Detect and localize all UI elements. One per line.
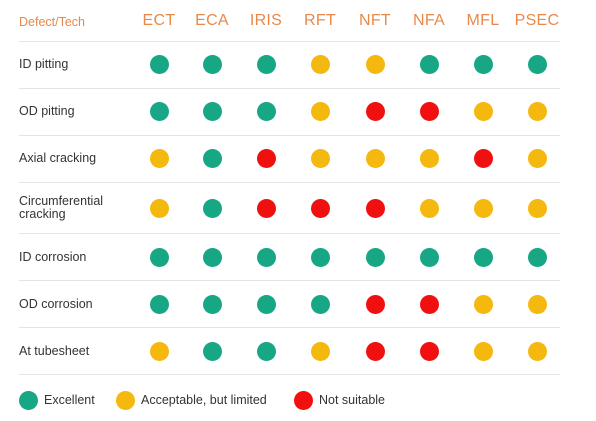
row-label: OD pitting <box>19 103 75 118</box>
rating-dot-acceptable <box>365 148 385 168</box>
rating-dot-excellent <box>149 294 169 314</box>
rating-dot-not-suitable <box>365 198 385 218</box>
row-label: Circumferential cracking <box>19 194 104 221</box>
rating-dot-excellent <box>202 247 222 267</box>
header-tech-psec: PSEC <box>514 12 560 29</box>
row-divider <box>19 374 560 375</box>
rating-dot-excellent <box>419 54 439 74</box>
rating-dot-not-suitable <box>365 341 385 361</box>
rating-dot-not-suitable <box>256 148 276 168</box>
header-tech-eca: ECA <box>195 12 229 29</box>
rating-dot-not-suitable <box>473 148 493 168</box>
rating-dot-acceptable <box>473 198 493 218</box>
row-divider <box>19 233 560 234</box>
rating-dot-excellent <box>256 294 276 314</box>
rating-dot-excellent <box>527 54 547 74</box>
row-label: At tubesheet <box>19 343 90 358</box>
legend-label: Acceptable, but limited <box>141 393 267 407</box>
rating-dot-excellent <box>202 54 222 74</box>
rating-dot-acceptable <box>149 148 169 168</box>
header-tech-nfa: NFA <box>412 12 446 29</box>
rating-dot-not-suitable <box>365 101 385 121</box>
rating-dot-excellent <box>202 101 222 121</box>
rating-dot-excellent <box>256 101 276 121</box>
row-divider <box>19 88 560 89</box>
rating-dot-acceptable <box>419 148 439 168</box>
rating-dot-acceptable <box>365 54 385 74</box>
row-label: OD corrosion <box>19 296 93 311</box>
row-label: ID corrosion <box>19 249 87 264</box>
legend-label: Not suitable <box>319 393 386 407</box>
legend-label: Excellent <box>44 393 95 407</box>
header-tech-rft: RFT <box>303 12 336 29</box>
rating-dot-excellent <box>256 341 276 361</box>
rating-dot-not-suitable <box>256 198 276 218</box>
rating-dot-excellent <box>473 54 493 74</box>
rating-dot-acceptable <box>419 198 439 218</box>
rating-dot-excellent <box>202 341 222 361</box>
rating-dot-excellent <box>149 101 169 121</box>
rating-dot-excellent <box>310 247 330 267</box>
rating-dot-excellent <box>365 247 385 267</box>
row-label: ID pitting <box>19 56 69 71</box>
rating-dot-acceptable <box>473 341 493 361</box>
rating-dot-not-suitable <box>365 294 385 314</box>
rating-dot-acceptable <box>473 101 493 121</box>
rating-dot-acceptable <box>149 198 169 218</box>
rating-dot-excellent <box>149 247 169 267</box>
rating-dot-acceptable <box>527 198 547 218</box>
rating-dot-acceptable <box>310 101 330 121</box>
row-divider <box>19 327 560 328</box>
rating-dot-acceptable <box>473 294 493 314</box>
rating-dot-excellent <box>256 54 276 74</box>
rating-dot-excellent <box>256 247 276 267</box>
header-tech-iris: IRIS <box>249 12 283 29</box>
rating-dot-excellent <box>202 294 222 314</box>
header-tech-nft: NFT <box>358 12 391 29</box>
legend-dot-acceptable <box>116 391 135 410</box>
rating-dot-not-suitable <box>310 198 330 218</box>
rating-dot-excellent <box>202 148 222 168</box>
header-defect-tech: Defect/Tech <box>19 15 86 29</box>
legend-dot-not-suitable <box>294 391 313 410</box>
row-label: Axial cracking <box>19 150 97 165</box>
row-divider <box>19 41 560 42</box>
header-tech-mfl: MFL <box>466 12 500 29</box>
rating-dot-excellent <box>149 54 169 74</box>
rating-dot-acceptable <box>310 148 330 168</box>
row-divider <box>19 135 560 136</box>
rating-dot-not-suitable <box>419 294 439 314</box>
rating-dot-acceptable <box>527 101 547 121</box>
row-divider <box>19 182 560 183</box>
rating-dot-acceptable <box>527 341 547 361</box>
row-divider <box>19 280 560 281</box>
rating-dot-excellent <box>419 247 439 267</box>
rating-dot-excellent <box>202 198 222 218</box>
rating-dot-excellent <box>310 294 330 314</box>
rating-dot-excellent <box>473 247 493 267</box>
rating-dot-excellent <box>527 247 547 267</box>
rating-dot-acceptable <box>310 341 330 361</box>
rating-dot-acceptable <box>310 54 330 74</box>
rating-dot-acceptable <box>527 148 547 168</box>
header-tech-ect: ECT <box>142 12 176 29</box>
rating-dot-acceptable <box>527 294 547 314</box>
rating-dot-not-suitable <box>419 101 439 121</box>
rating-dot-not-suitable <box>419 341 439 361</box>
legend-dot-excellent <box>19 391 38 410</box>
rating-dot-acceptable <box>149 341 169 361</box>
